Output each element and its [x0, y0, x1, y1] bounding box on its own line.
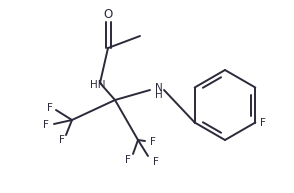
Text: H: H [155, 90, 163, 100]
Text: F: F [47, 103, 53, 113]
Text: N: N [155, 83, 163, 93]
Text: F: F [43, 120, 49, 130]
Text: F: F [125, 155, 131, 165]
Text: O: O [103, 8, 113, 21]
Text: F: F [153, 157, 159, 167]
Text: F: F [260, 118, 266, 128]
Text: F: F [150, 137, 156, 147]
Text: HN: HN [90, 80, 106, 90]
Text: F: F [59, 135, 65, 145]
